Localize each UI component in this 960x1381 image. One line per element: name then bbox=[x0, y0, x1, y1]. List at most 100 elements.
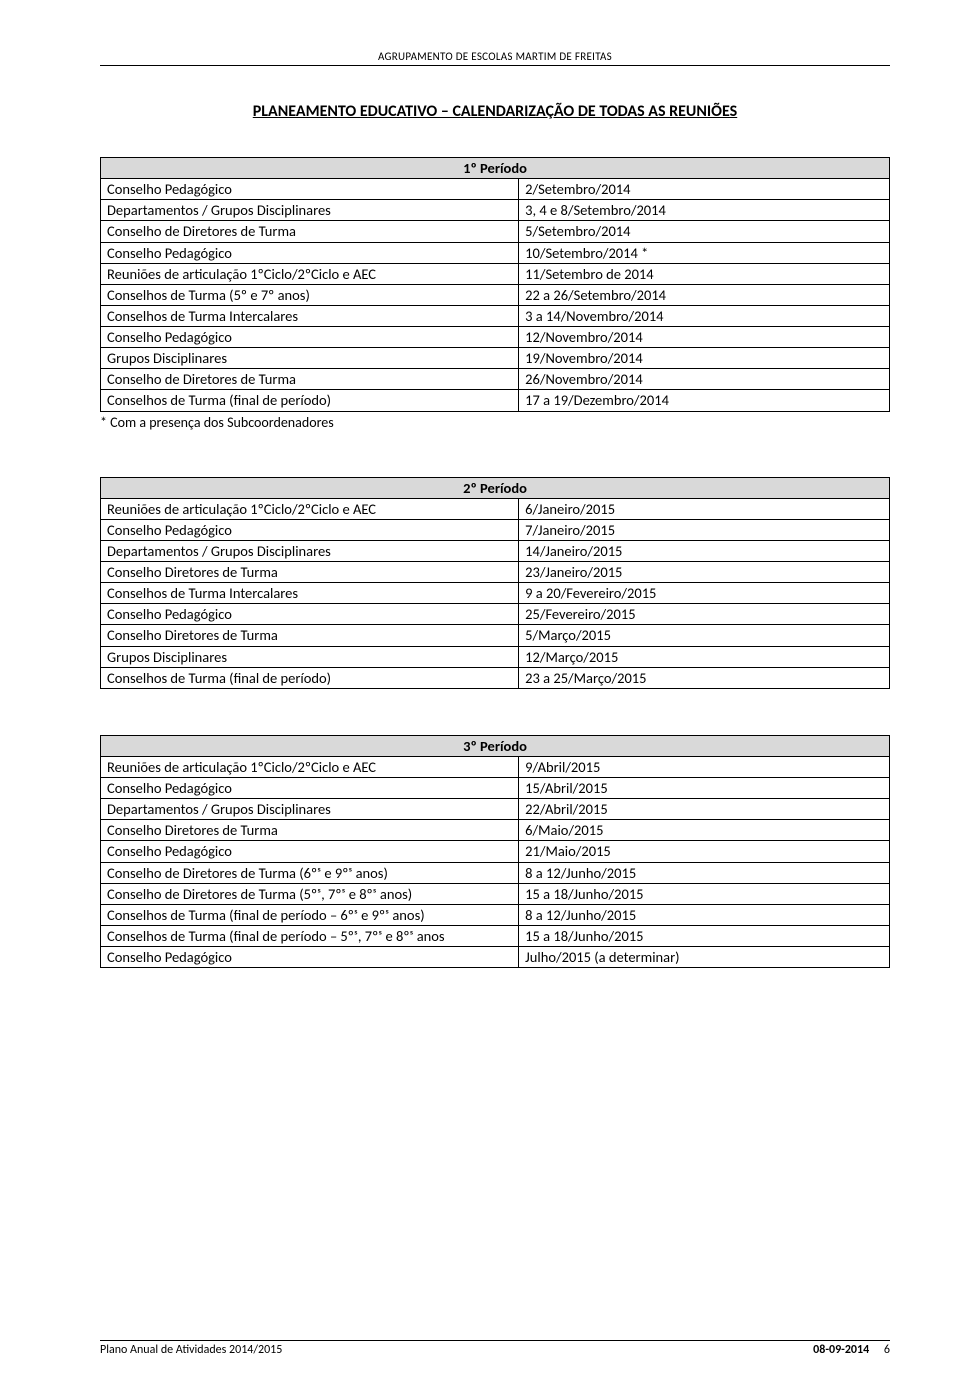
row-value: 9 a 20/Fevereiro/2015 bbox=[519, 583, 890, 604]
table-row: Conselho Pedagógico12/Novembro/2014 bbox=[101, 327, 890, 348]
table-row: Reuniões de articulação 1ºCiclo/2ºCiclo … bbox=[101, 263, 890, 284]
row-label: Conselhos de Turma Intercalares bbox=[101, 305, 519, 326]
row-label: Reuniões de articulação 1ºCiclo/2ºCiclo … bbox=[101, 263, 519, 284]
table-row: Conselhos de Turma (final de período)17 … bbox=[101, 390, 890, 411]
table-row: Conselho PedagógicoJulho/2015 (a determi… bbox=[101, 947, 890, 968]
row-value: 23 a 25/Março/2015 bbox=[519, 667, 890, 688]
table-periodo-3: 3º Período Reuniões de articulação 1ºCic… bbox=[100, 735, 890, 968]
row-value: 6/Maio/2015 bbox=[519, 820, 890, 841]
footer-right: 08-09-2014 6 bbox=[813, 1343, 890, 1357]
row-value: 7/Janeiro/2015 bbox=[519, 519, 890, 540]
row-value: 3 a 14/Novembro/2014 bbox=[519, 305, 890, 326]
row-value: 14/Janeiro/2015 bbox=[519, 540, 890, 561]
table-1-footnote: * Com a presença dos Subcoordenadores bbox=[100, 414, 890, 431]
table-caption: 2º Período bbox=[101, 477, 890, 498]
row-value: 15 a 18/Junho/2015 bbox=[519, 925, 890, 946]
table-periodo-1: 1º Período Conselho Pedagógico2/Setembro… bbox=[100, 157, 890, 412]
table-row: Conselho Diretores de Turma6/Maio/2015 bbox=[101, 820, 890, 841]
table-row: Reuniões de articulação 1ºCiclo/2ºCiclo … bbox=[101, 498, 890, 519]
table-row: Conselhos de Turma Intercalares9 a 20/Fe… bbox=[101, 583, 890, 604]
row-label: Conselho Pedagógico bbox=[101, 327, 519, 348]
table-row: Conselho Pedagógico7/Janeiro/2015 bbox=[101, 519, 890, 540]
row-value: 11/Setembro de 2014 bbox=[519, 263, 890, 284]
table-caption: 1º Período bbox=[101, 158, 890, 179]
footer-rule bbox=[100, 1340, 890, 1341]
row-label: Conselho Diretores de Turma bbox=[101, 820, 519, 841]
row-label: Reuniões de articulação 1ºCiclo/2ºCiclo … bbox=[101, 756, 519, 777]
table-row: Departamentos / Grupos Disciplinares14/J… bbox=[101, 540, 890, 561]
table-row: Conselho de Diretores de Turma (5ºˢ, 7ºˢ… bbox=[101, 883, 890, 904]
row-value: 5/Setembro/2014 bbox=[519, 221, 890, 242]
table-row: Conselho Pedagógico21/Maio/2015 bbox=[101, 841, 890, 862]
table-row: Conselho Pedagógico2/Setembro/2014 bbox=[101, 179, 890, 200]
document-page: AGRUPAMENTO DE ESCOLAS MARTIM DE FREITAS… bbox=[0, 0, 960, 1381]
row-value: 8 a 12/Junho/2015 bbox=[519, 904, 890, 925]
row-label: Departamentos / Grupos Disciplinares bbox=[101, 200, 519, 221]
row-value: 8 a 12/Junho/2015 bbox=[519, 862, 890, 883]
table-row: Conselhos de Turma Intercalares3 a 14/No… bbox=[101, 305, 890, 326]
row-label: Conselho Diretores de Turma bbox=[101, 562, 519, 583]
table-row: Grupos Disciplinares12/Março/2015 bbox=[101, 646, 890, 667]
row-label: Conselho Pedagógico bbox=[101, 242, 519, 263]
row-value: 15/Abril/2015 bbox=[519, 778, 890, 799]
row-value: 19/Novembro/2014 bbox=[519, 348, 890, 369]
row-label: Conselho Pedagógico bbox=[101, 604, 519, 625]
row-label: Conselhos de Turma Intercalares bbox=[101, 583, 519, 604]
row-label: Conselho Pedagógico bbox=[101, 841, 519, 862]
footer-left-text: Plano Anual de Atividades 2014/2015 bbox=[100, 1343, 282, 1357]
row-value: 25/Fevereiro/2015 bbox=[519, 604, 890, 625]
page-footer: Plano Anual de Atividades 2014/2015 08-0… bbox=[100, 1340, 890, 1357]
row-value: 23/Janeiro/2015 bbox=[519, 562, 890, 583]
table-row: Conselhos de Turma (5º e 7º anos)22 a 26… bbox=[101, 284, 890, 305]
document-title: PLANEAMENTO EDUCATIVO – CALENDARIZAÇÃO D… bbox=[100, 102, 890, 121]
row-label: Grupos Disciplinares bbox=[101, 348, 519, 369]
row-label: Reuniões de articulação 1ºCiclo/2ºCiclo … bbox=[101, 498, 519, 519]
row-label: Conselho Pedagógico bbox=[101, 778, 519, 799]
footer-date: 08-09-2014 bbox=[813, 1343, 869, 1357]
row-label: Conselho de Diretores de Turma bbox=[101, 369, 519, 390]
table-caption: 3º Período bbox=[101, 735, 890, 756]
row-label: Departamentos / Grupos Disciplinares bbox=[101, 799, 519, 820]
table-row: Conselho Pedagógico25/Fevereiro/2015 bbox=[101, 604, 890, 625]
row-label: Conselhos de Turma (final de período – 6… bbox=[101, 904, 519, 925]
row-label: Conselho Pedagógico bbox=[101, 947, 519, 968]
table-row: Departamentos / Grupos Disciplinares3, 4… bbox=[101, 200, 890, 221]
row-label: Departamentos / Grupos Disciplinares bbox=[101, 540, 519, 561]
footer-page-number: 6 bbox=[884, 1343, 890, 1357]
row-label: Conselho de Diretores de Turma bbox=[101, 221, 519, 242]
table-row: Conselho de Diretores de Turma5/Setembro… bbox=[101, 221, 890, 242]
row-label: Conselho de Diretores de Turma (5ºˢ, 7ºˢ… bbox=[101, 883, 519, 904]
row-value: 5/Março/2015 bbox=[519, 625, 890, 646]
row-value: 3, 4 e 8/Setembro/2014 bbox=[519, 200, 890, 221]
table-row: Conselhos de Turma (final de período – 6… bbox=[101, 904, 890, 925]
table-row: Conselho Diretores de Turma5/Março/2015 bbox=[101, 625, 890, 646]
table-row: Departamentos / Grupos Disciplinares22/A… bbox=[101, 799, 890, 820]
table-row: Conselho Pedagógico10/Setembro/2014 * bbox=[101, 242, 890, 263]
row-label: Conselhos de Turma (final de período) bbox=[101, 390, 519, 411]
row-value: 21/Maio/2015 bbox=[519, 841, 890, 862]
row-value: 6/Janeiro/2015 bbox=[519, 498, 890, 519]
row-value: 17 a 19/Dezembro/2014 bbox=[519, 390, 890, 411]
row-value: 26/Novembro/2014 bbox=[519, 369, 890, 390]
header-rule bbox=[100, 65, 890, 66]
row-value: 15 a 18/Junho/2015 bbox=[519, 883, 890, 904]
table-row: Grupos Disciplinares19/Novembro/2014 bbox=[101, 348, 890, 369]
row-label: Conselhos de Turma (5º e 7º anos) bbox=[101, 284, 519, 305]
table-row: Conselho de Diretores de Turma (6ºˢ e 9º… bbox=[101, 862, 890, 883]
table-row: Reuniões de articulação 1ºCiclo/2ºCiclo … bbox=[101, 756, 890, 777]
row-value: 10/Setembro/2014 * bbox=[519, 242, 890, 263]
row-value: 22/Abril/2015 bbox=[519, 799, 890, 820]
row-label: Conselho Diretores de Turma bbox=[101, 625, 519, 646]
row-label: Grupos Disciplinares bbox=[101, 646, 519, 667]
row-value: 12/Novembro/2014 bbox=[519, 327, 890, 348]
row-label: Conselho Pedagógico bbox=[101, 519, 519, 540]
row-value: 9/Abril/2015 bbox=[519, 756, 890, 777]
row-value: Julho/2015 (a determinar) bbox=[519, 947, 890, 968]
table-periodo-2: 2º Período Reuniões de articulação 1ºCic… bbox=[100, 477, 890, 689]
table-row: Conselho Pedagógico15/Abril/2015 bbox=[101, 778, 890, 799]
table-row: Conselhos de Turma (final de período)23 … bbox=[101, 667, 890, 688]
row-label: Conselhos de Turma (final de período) bbox=[101, 667, 519, 688]
table-row: Conselho Diretores de Turma23/Janeiro/20… bbox=[101, 562, 890, 583]
table-row: Conselhos de Turma (final de período – 5… bbox=[101, 925, 890, 946]
table-row: Conselho de Diretores de Turma26/Novembr… bbox=[101, 369, 890, 390]
